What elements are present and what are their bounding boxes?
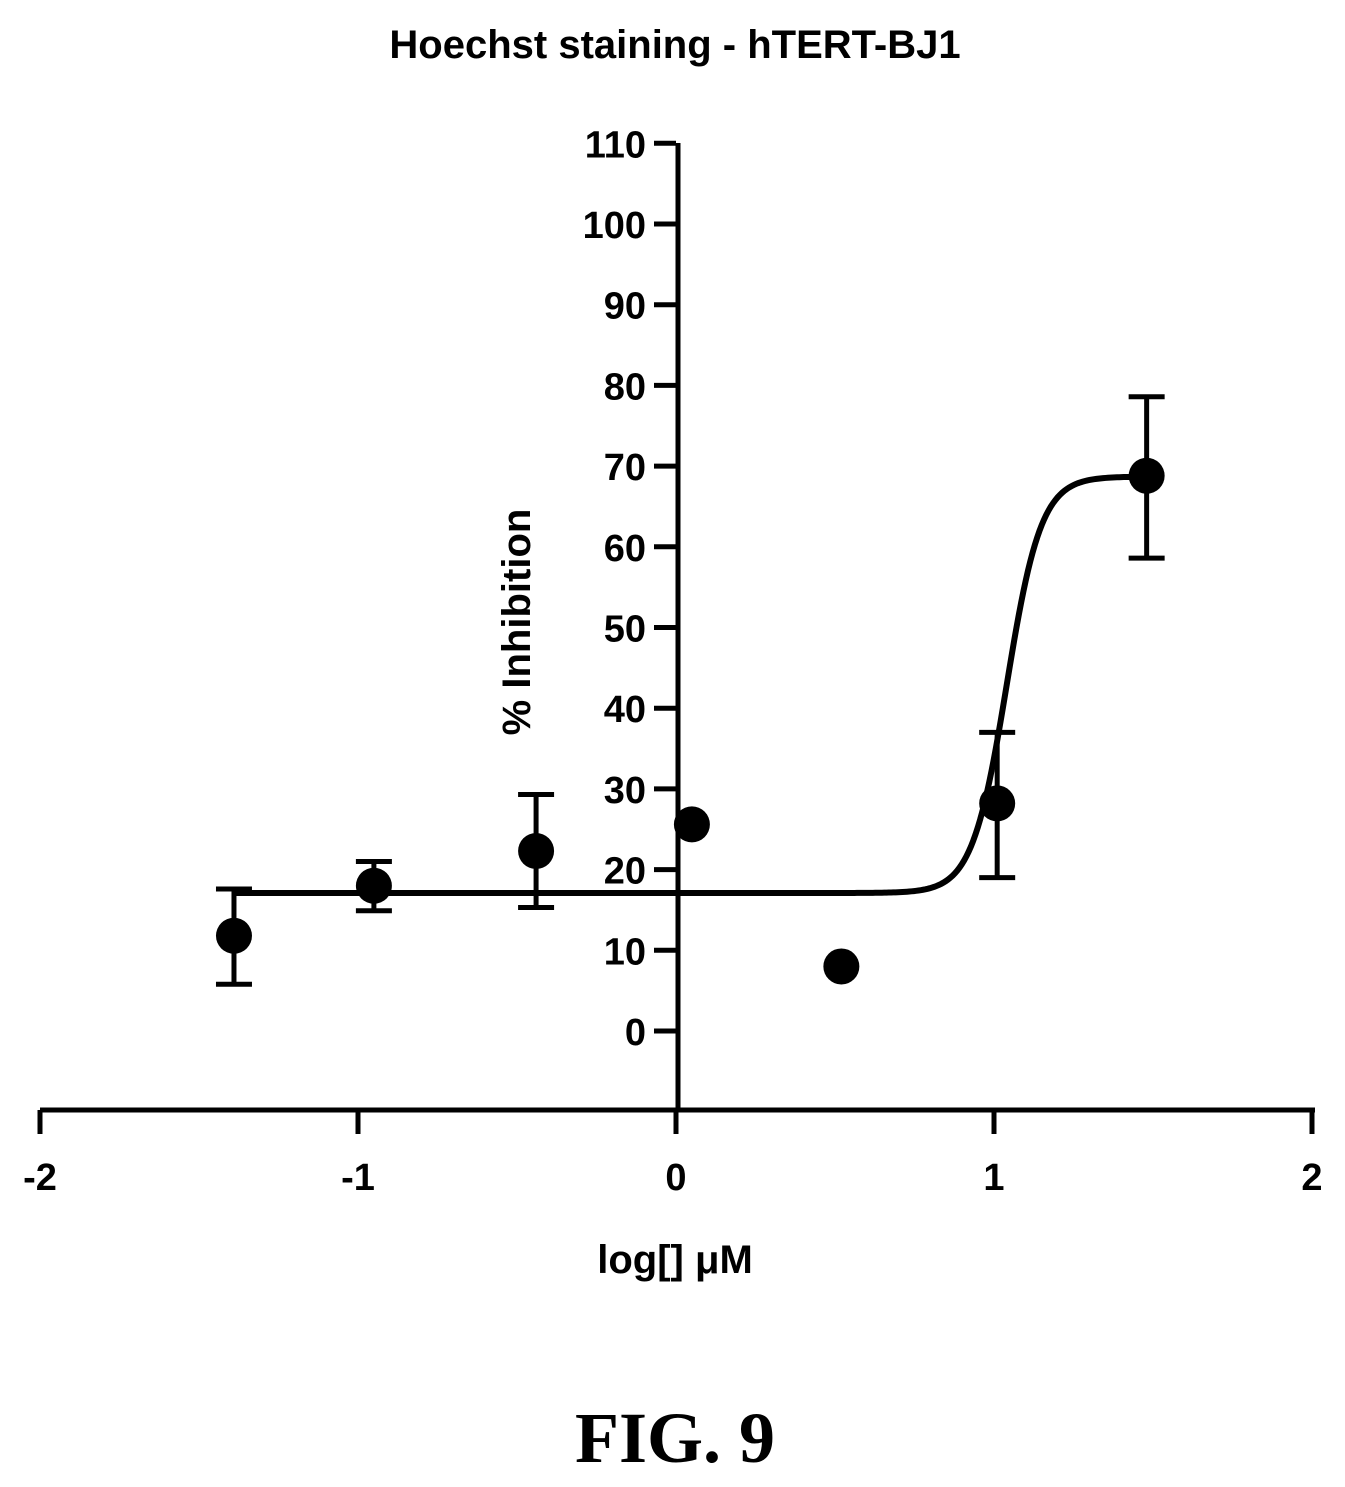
y-tick-label: 70 xyxy=(604,447,646,489)
data-point xyxy=(673,806,710,843)
figure-label: FIG. 9 xyxy=(575,1398,775,1478)
y-ticks: 0 10 20 30 40 50 60 70 80 90 100 110 xyxy=(583,124,676,1054)
y-axis-label: % Inhibition xyxy=(495,509,539,736)
x-axis-label: log[] μM xyxy=(597,1238,753,1282)
x-tick-label: 2 xyxy=(1301,1157,1322,1199)
x-tick-label: 1 xyxy=(983,1157,1004,1199)
data-point xyxy=(355,867,392,904)
y-tick-label: 100 xyxy=(583,205,646,247)
x-tick-label: 0 xyxy=(665,1157,686,1199)
y-tick-label: 50 xyxy=(604,609,646,651)
y-tick-label: 90 xyxy=(604,286,646,328)
data-points xyxy=(215,394,1165,987)
data-point xyxy=(979,785,1016,822)
y-tick-label: 40 xyxy=(604,689,646,731)
y-tick-label: 60 xyxy=(604,528,646,570)
x-tick-label: -2 xyxy=(23,1157,57,1199)
y-tick-label: 30 xyxy=(604,770,646,812)
y-axis: 0 10 20 30 40 50 60 70 80 90 100 110 xyxy=(583,124,681,1110)
x-ticks: -2 -1 0 1 2 xyxy=(23,1110,1323,1199)
y-tick-label: 20 xyxy=(604,851,646,893)
y-tick-label: 0 xyxy=(625,1012,646,1054)
y-tick-label: 110 xyxy=(585,124,646,166)
chart-title: Hoechst staining - hTERT-BJ1 xyxy=(389,23,960,67)
data-point xyxy=(215,917,252,954)
x-axis: -2 -1 0 1 2 xyxy=(23,1107,1323,1199)
x-tick-label: -1 xyxy=(341,1157,375,1199)
data-point xyxy=(518,833,555,870)
y-tick-label: 10 xyxy=(604,931,646,973)
data-point xyxy=(823,948,860,985)
y-tick-label: 80 xyxy=(604,366,646,408)
data-point xyxy=(1128,457,1165,494)
